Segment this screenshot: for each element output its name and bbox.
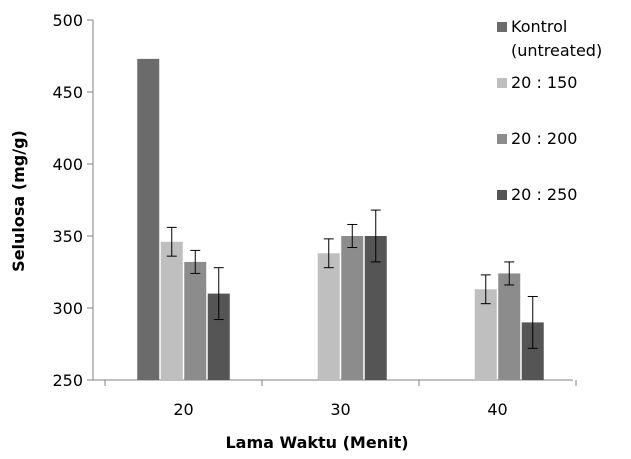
legend-label: 20 : 200: [511, 129, 577, 148]
x-tick-label: 30: [330, 400, 350, 419]
legend-swatch: [497, 78, 507, 88]
legend-label: Kontrol: [511, 17, 567, 36]
plot-area: 250 300 350 400 450 500 20 30 40: [52, 11, 577, 419]
y-tick-label: 300: [52, 299, 83, 318]
y-tick-label: 350: [52, 227, 83, 246]
y-tick-label: 450: [52, 83, 83, 102]
legend-swatch: [497, 190, 507, 200]
bar: [474, 289, 497, 380]
y-tick-label: 250: [52, 371, 83, 390]
x-tick-label: 40: [487, 400, 507, 419]
legend-swatch: [497, 134, 507, 144]
legend-label: 20 : 150: [511, 73, 577, 92]
y-tick-label: 500: [52, 11, 83, 30]
bar: [521, 322, 544, 380]
bar: [498, 273, 521, 380]
legend: Kontrol (untreated) 20 : 150 20 : 200 20 : 2…: [497, 17, 602, 204]
bar: [184, 261, 207, 380]
y-axis-title: Selulosa (mg/g): [9, 130, 28, 272]
bar: [317, 253, 340, 380]
x-axis-title: Lama Waktu (Menit): [225, 433, 408, 452]
bar: [160, 241, 183, 380]
y-tick-label: 400: [52, 155, 83, 174]
x-tick-label: 20: [173, 400, 193, 419]
bar: [341, 236, 364, 380]
bar: [207, 293, 230, 380]
bar: [137, 58, 160, 380]
legend-swatch: [497, 22, 507, 32]
bar: [364, 236, 387, 380]
legend-label: 20 : 250: [511, 185, 577, 204]
legend-label: (untreated): [511, 41, 602, 60]
